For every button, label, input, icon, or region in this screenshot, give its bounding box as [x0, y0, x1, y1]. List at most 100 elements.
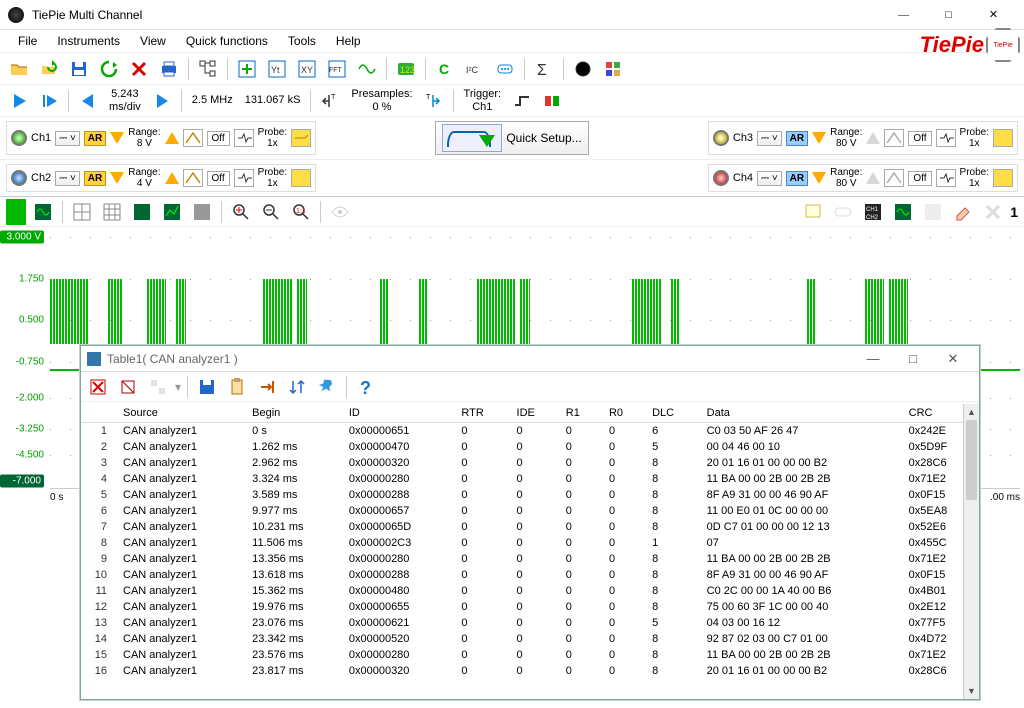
table-row[interactable]: 6CAN analyzer19.977 ms0x000006570000811 …: [81, 503, 979, 519]
ch3-coupling-button[interactable]: ⎓ ˅: [757, 131, 782, 146]
ch3-invert-icon[interactable]: [936, 129, 956, 147]
ch2-range[interactable]: Range:4 V: [128, 167, 160, 189]
ch4-invert-icon[interactable]: [936, 169, 956, 187]
column-header[interactable]: IDE: [509, 404, 558, 423]
add-graph-icon[interactable]: [234, 56, 260, 82]
ch4-autorange-button[interactable]: AR: [786, 171, 808, 186]
waveform-icon[interactable]: [354, 56, 380, 82]
yt-graph-icon[interactable]: Yt: [264, 56, 290, 82]
table-clipboard-icon[interactable]: [224, 374, 250, 400]
table-row[interactable]: 11CAN analyzer115.362 ms0x0000048000008C…: [81, 583, 979, 599]
ch2-probe[interactable]: Probe:1x: [258, 167, 287, 189]
ch3-probe[interactable]: Probe:1x: [960, 127, 989, 149]
presample-left-icon[interactable]: T: [317, 88, 343, 114]
grid3-icon[interactable]: [189, 199, 215, 225]
zoom-reset-icon[interactable]: 1:1: [288, 199, 314, 225]
table-row[interactable]: 13CAN analyzer123.076 ms0x00000621000050…: [81, 615, 979, 631]
table-close-button[interactable]: ✕: [933, 351, 973, 367]
minimize-button[interactable]: —: [881, 1, 926, 29]
ch3-autorange-button[interactable]: AR: [786, 131, 808, 146]
maximize-button[interactable]: □: [926, 1, 971, 29]
ch2-probe-icon[interactable]: [291, 169, 311, 187]
table-save-icon[interactable]: [194, 374, 220, 400]
ch1-probe-icon[interactable]: [291, 129, 311, 147]
timebase-left-icon[interactable]: [75, 88, 101, 114]
column-header[interactable]: RTR: [453, 404, 508, 423]
table-row[interactable]: 7CAN analyzer110.231 ms0x0000065D000080D…: [81, 519, 979, 535]
table-clear-icon[interactable]: [115, 374, 141, 400]
fft-graph-icon[interactable]: FFT: [324, 56, 350, 82]
column-header[interactable]: R1: [558, 404, 601, 423]
table-row[interactable]: 9CAN analyzer113.356 ms0x000002800000811…: [81, 551, 979, 567]
table-row[interactable]: 12CAN analyzer119.976 ms0x00000655000087…: [81, 599, 979, 615]
ch3-range-down-icon[interactable]: [812, 132, 826, 144]
wave-dark-icon[interactable]: [890, 199, 916, 225]
ch3-filter-icon[interactable]: [884, 129, 904, 147]
delete-icon[interactable]: [126, 56, 152, 82]
meter-icon[interactable]: 123: [393, 56, 419, 82]
eye-icon[interactable]: [327, 199, 353, 225]
table-delete-icon[interactable]: [85, 374, 111, 400]
ch4-off-button[interactable]: Off: [908, 171, 931, 186]
trigger-label[interactable]: Trigger:Ch1: [460, 88, 506, 112]
column-header[interactable]: DLC: [644, 404, 699, 423]
trigger-zone-icon[interactable]: [539, 88, 565, 114]
ch2-range-down-icon[interactable]: [110, 172, 124, 184]
reload-icon[interactable]: [96, 56, 122, 82]
trigger-edge-icon[interactable]: [509, 88, 535, 114]
ch2-coupling-button[interactable]: ⎓ ˅: [55, 171, 80, 186]
menu-instruments[interactable]: Instruments: [47, 32, 130, 50]
menu-quick-functions[interactable]: Quick functions: [176, 32, 278, 50]
table-goto-icon[interactable]: [254, 374, 280, 400]
ch4-coupling-button[interactable]: ⎓ ˅: [757, 171, 782, 186]
color-wheel-icon[interactable]: [570, 56, 596, 82]
ch3-range-up-icon[interactable]: [866, 132, 880, 144]
save-icon[interactable]: [66, 56, 92, 82]
table-minimize-button[interactable]: —: [853, 351, 893, 366]
play-icon[interactable]: [6, 88, 32, 114]
table-row[interactable]: 15CAN analyzer123.576 ms0x00000280000081…: [81, 647, 979, 663]
table-vertical-scrollbar[interactable]: ▲ ▼: [963, 404, 979, 699]
ch3-range[interactable]: Range:80 V: [830, 127, 862, 149]
scroll-thumb[interactable]: [966, 420, 977, 500]
zoom-out-icon[interactable]: [258, 199, 284, 225]
i2c-icon[interactable]: I²C: [462, 56, 488, 82]
timebase-right-icon[interactable]: [149, 88, 175, 114]
ch2-range-up-icon[interactable]: [165, 172, 179, 184]
table-titlebar[interactable]: Table1( CAN analyzer1 ) — □ ✕: [81, 346, 979, 372]
table-row[interactable]: 5CAN analyzer13.589 ms0x00000288000088F …: [81, 487, 979, 503]
ch1-probe[interactable]: Probe:1x: [258, 127, 287, 149]
serial-icon[interactable]: [492, 56, 518, 82]
menu-tools[interactable]: Tools: [278, 32, 326, 50]
column-header[interactable]: Source: [115, 404, 244, 423]
column-header[interactable]: Data: [699, 404, 901, 423]
ch4-probe[interactable]: Probe:1x: [960, 167, 989, 189]
ch4-range-down-icon[interactable]: [812, 172, 826, 184]
ch2-off-button[interactable]: Off: [207, 171, 230, 186]
chart-faded-icon[interactable]: [920, 199, 946, 225]
table-row[interactable]: 2CAN analyzer11.262 ms0x000004700000500 …: [81, 439, 979, 455]
darkview1-icon[interactable]: [129, 199, 155, 225]
ch1-range[interactable]: Range:8 V: [128, 127, 160, 149]
table-row[interactable]: 14CAN analyzer123.342 ms0x00000520000089…: [81, 631, 979, 647]
ch3-probe-icon[interactable]: [993, 129, 1013, 147]
timebase-value[interactable]: 5.243ms/div: [105, 88, 145, 112]
ch1-led-icon[interactable]: [11, 130, 27, 146]
channels-icon[interactable]: CH1CH2: [860, 199, 886, 225]
ch1-range-down-icon[interactable]: [110, 132, 124, 144]
grid2-icon[interactable]: [99, 199, 125, 225]
column-header[interactable]: R0: [601, 404, 644, 423]
column-header[interactable]: ID: [341, 404, 454, 423]
grid1-icon[interactable]: [69, 199, 95, 225]
scope-view-icon[interactable]: [30, 199, 56, 225]
ch4-range[interactable]: Range:80 V: [830, 167, 862, 189]
table-pin-icon[interactable]: [314, 374, 340, 400]
darkview2-icon[interactable]: [159, 199, 185, 225]
eraser-icon[interactable]: [950, 199, 976, 225]
ch3-led-icon[interactable]: [713, 130, 729, 146]
sigma-icon[interactable]: Σ: [531, 56, 557, 82]
note-icon[interactable]: [800, 199, 826, 225]
ch2-autorange-button[interactable]: AR: [84, 171, 106, 186]
tree-icon[interactable]: [195, 56, 221, 82]
ch1-invert-icon[interactable]: [234, 129, 254, 147]
